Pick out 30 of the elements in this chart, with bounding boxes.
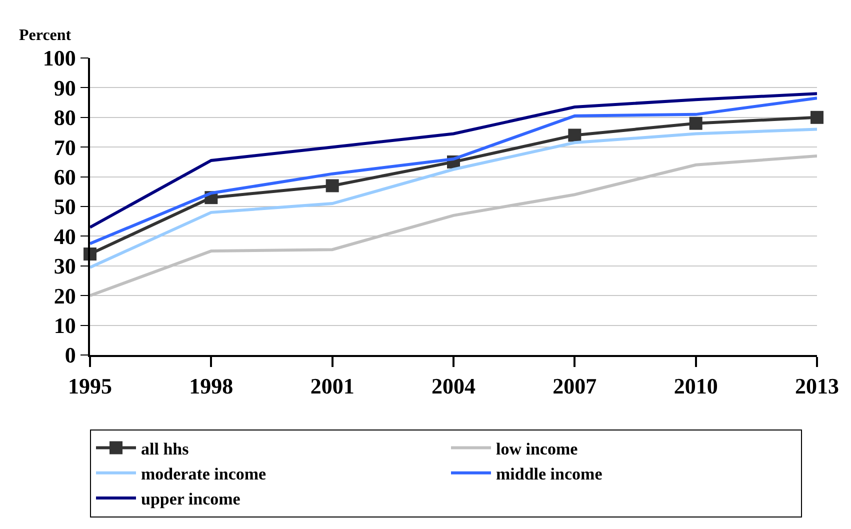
y-tick-label: 60: [54, 164, 76, 190]
legend-label: all hhs: [141, 439, 190, 458]
y-tick-label: 20: [54, 283, 76, 308]
y-tick-label: 0: [64, 342, 76, 368]
y-axis-title: Percent: [19, 27, 72, 44]
y-tick-label: 70: [54, 134, 76, 160]
x-tick-label: 2004: [432, 373, 476, 398]
point: [326, 179, 339, 192]
x-tick-label: 1998: [189, 373, 234, 398]
x-tick-label: 2013: [795, 373, 839, 398]
x-tick-label: 1995: [68, 373, 112, 398]
y-tick-label: 100: [42, 46, 76, 71]
y-tick-label: 10: [54, 313, 76, 338]
x-tick-label: 2010: [674, 373, 718, 398]
y-tick-label: 40: [54, 224, 76, 249]
line-series: [90, 128, 817, 269]
y-tick-label: 30: [54, 254, 76, 279]
x-tick-label: 2001: [310, 373, 354, 398]
y-tick-label: 90: [54, 75, 76, 100]
x-tick-label: 2007: [552, 373, 597, 398]
y-tick-label: 80: [54, 105, 76, 130]
legend-label: low income: [496, 439, 578, 458]
point: [689, 116, 702, 130]
legend-label: moderate income: [141, 464, 267, 484]
legend-label: upper income: [141, 490, 241, 509]
y-tick-label: 50: [54, 194, 76, 220]
point: [810, 110, 824, 124]
legend-label: middle income: [496, 464, 603, 484]
point: [568, 128, 582, 142]
line-series: [90, 154, 817, 298]
